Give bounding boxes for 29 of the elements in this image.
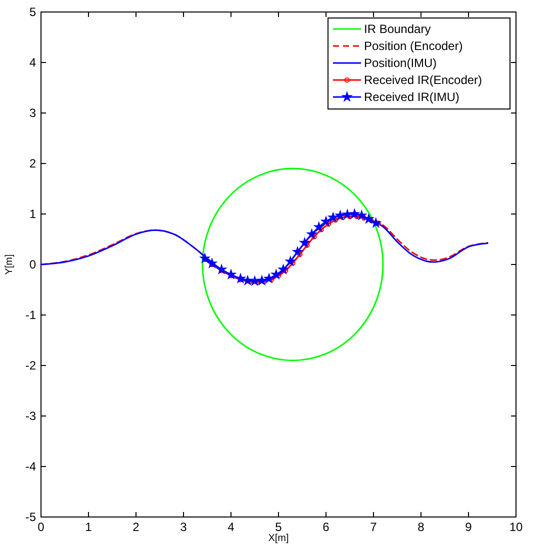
y-tick-label: -1: [25, 308, 36, 322]
x-tick-label: 6: [322, 520, 330, 534]
x-tick-label: 0: [38, 520, 45, 534]
x-tick-label: 2: [132, 520, 140, 534]
legend-label: Received IR(Encoder): [364, 73, 482, 88]
x-tick-label: 9: [465, 520, 472, 534]
y-tick-label: -3: [25, 409, 36, 424]
y-tick-label: -4: [25, 460, 36, 474]
y-tick-label: -5: [25, 510, 36, 524]
x-tick-label: 7: [370, 520, 378, 534]
x-tick-label: 1: [85, 520, 92, 534]
x-tick-label: 5: [275, 520, 282, 534]
y-axis-title: Y[m]: [4, 254, 15, 275]
legend-label: Received IR(IMU): [364, 90, 460, 104]
annotation: IR Boundary: [364, 22, 431, 36]
y-tick-label: 1: [29, 207, 36, 222]
y-tick-label: 3: [29, 106, 36, 120]
y-tick-label: 0: [29, 258, 36, 272]
x-axis-title: X[m]: [268, 533, 289, 544]
y-tick-label: 5: [29, 5, 36, 20]
x-tick-label: 3: [180, 520, 188, 534]
y-tick-label: -2: [25, 358, 36, 373]
y-tick-label: 2: [29, 156, 36, 171]
legend-label: Position(IMU): [364, 56, 437, 70]
legend-label: Position (Encoder): [364, 39, 463, 54]
x-tick-label: 8: [418, 520, 425, 534]
x-tick-label: 10: [509, 520, 523, 534]
y-tick-label: 4: [29, 56, 36, 70]
x-tick-label: 4: [228, 520, 235, 534]
